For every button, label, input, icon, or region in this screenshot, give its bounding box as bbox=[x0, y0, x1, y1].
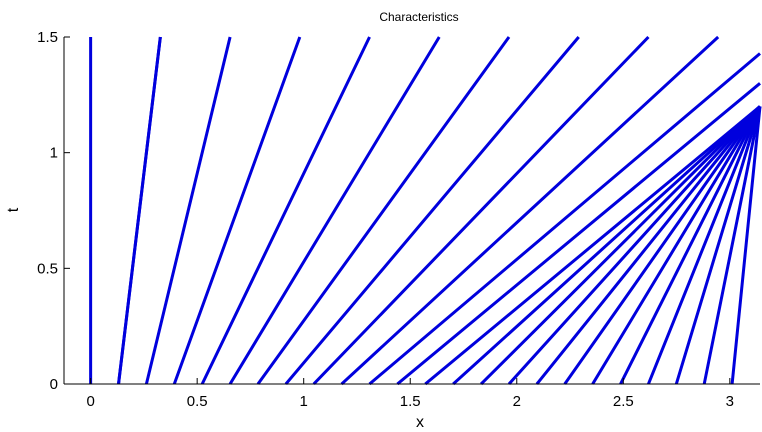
y-tick-label: 0 bbox=[50, 376, 58, 393]
x-tick-label: 2.5 bbox=[613, 393, 634, 410]
x-tick-label: 1 bbox=[300, 393, 308, 410]
characteristic-line-7 bbox=[256, 36, 511, 385]
characteristic-line-10 bbox=[340, 35, 720, 386]
axes bbox=[63, 37, 760, 385]
x-tick-label: 1.5 bbox=[400, 393, 421, 410]
characteristic-line-3 bbox=[144, 36, 232, 385]
x-axis-label: x bbox=[416, 414, 424, 431]
chart-title: Characteristics bbox=[379, 10, 458, 24]
characteristic-line-19 bbox=[591, 105, 762, 385]
characteristic-line-23 bbox=[702, 106, 762, 385]
characteristic-line-4 bbox=[172, 36, 302, 385]
characteristic-line-5 bbox=[200, 36, 371, 385]
characteristic-line-20 bbox=[619, 105, 762, 385]
characteristic-line-17 bbox=[535, 105, 762, 385]
x-tick-label: 2 bbox=[513, 393, 521, 410]
characteristic-line-16 bbox=[507, 105, 762, 386]
x-tick-label: 3 bbox=[726, 393, 734, 410]
y-tick-label: 1 bbox=[50, 145, 58, 162]
x-axis-ticks: 0 0.5 1 1.5 2 2.5 3 bbox=[86, 378, 734, 410]
characteristic-line-25 bbox=[117, 36, 162, 385]
characteristic-line-14 bbox=[452, 105, 762, 386]
characteristic-line-13 bbox=[424, 105, 761, 386]
characteristic-line-24 bbox=[730, 106, 762, 385]
y-tick-label: 0.5 bbox=[37, 260, 58, 277]
characteristic-lines bbox=[89, 35, 762, 386]
x-tick-label: 0.5 bbox=[187, 393, 208, 410]
y-axis-ticks: 0 0.5 1 1.5 bbox=[37, 29, 70, 393]
characteristic-line-15 bbox=[480, 105, 762, 386]
characteristic-line-11 bbox=[368, 52, 761, 386]
characteristic-line-22 bbox=[674, 105, 762, 385]
y-tick-label: 1.5 bbox=[37, 29, 58, 46]
x-tick-label: 0 bbox=[86, 393, 94, 410]
characteristic-line-8 bbox=[284, 36, 580, 385]
y-axis-label: t bbox=[5, 207, 22, 212]
characteristic-line-18 bbox=[563, 105, 762, 385]
characteristic-line-21 bbox=[647, 105, 762, 385]
characteristic-line-6 bbox=[228, 36, 441, 385]
characteristic-line-9 bbox=[312, 35, 650, 386]
characteristic-line-12 bbox=[396, 82, 761, 386]
